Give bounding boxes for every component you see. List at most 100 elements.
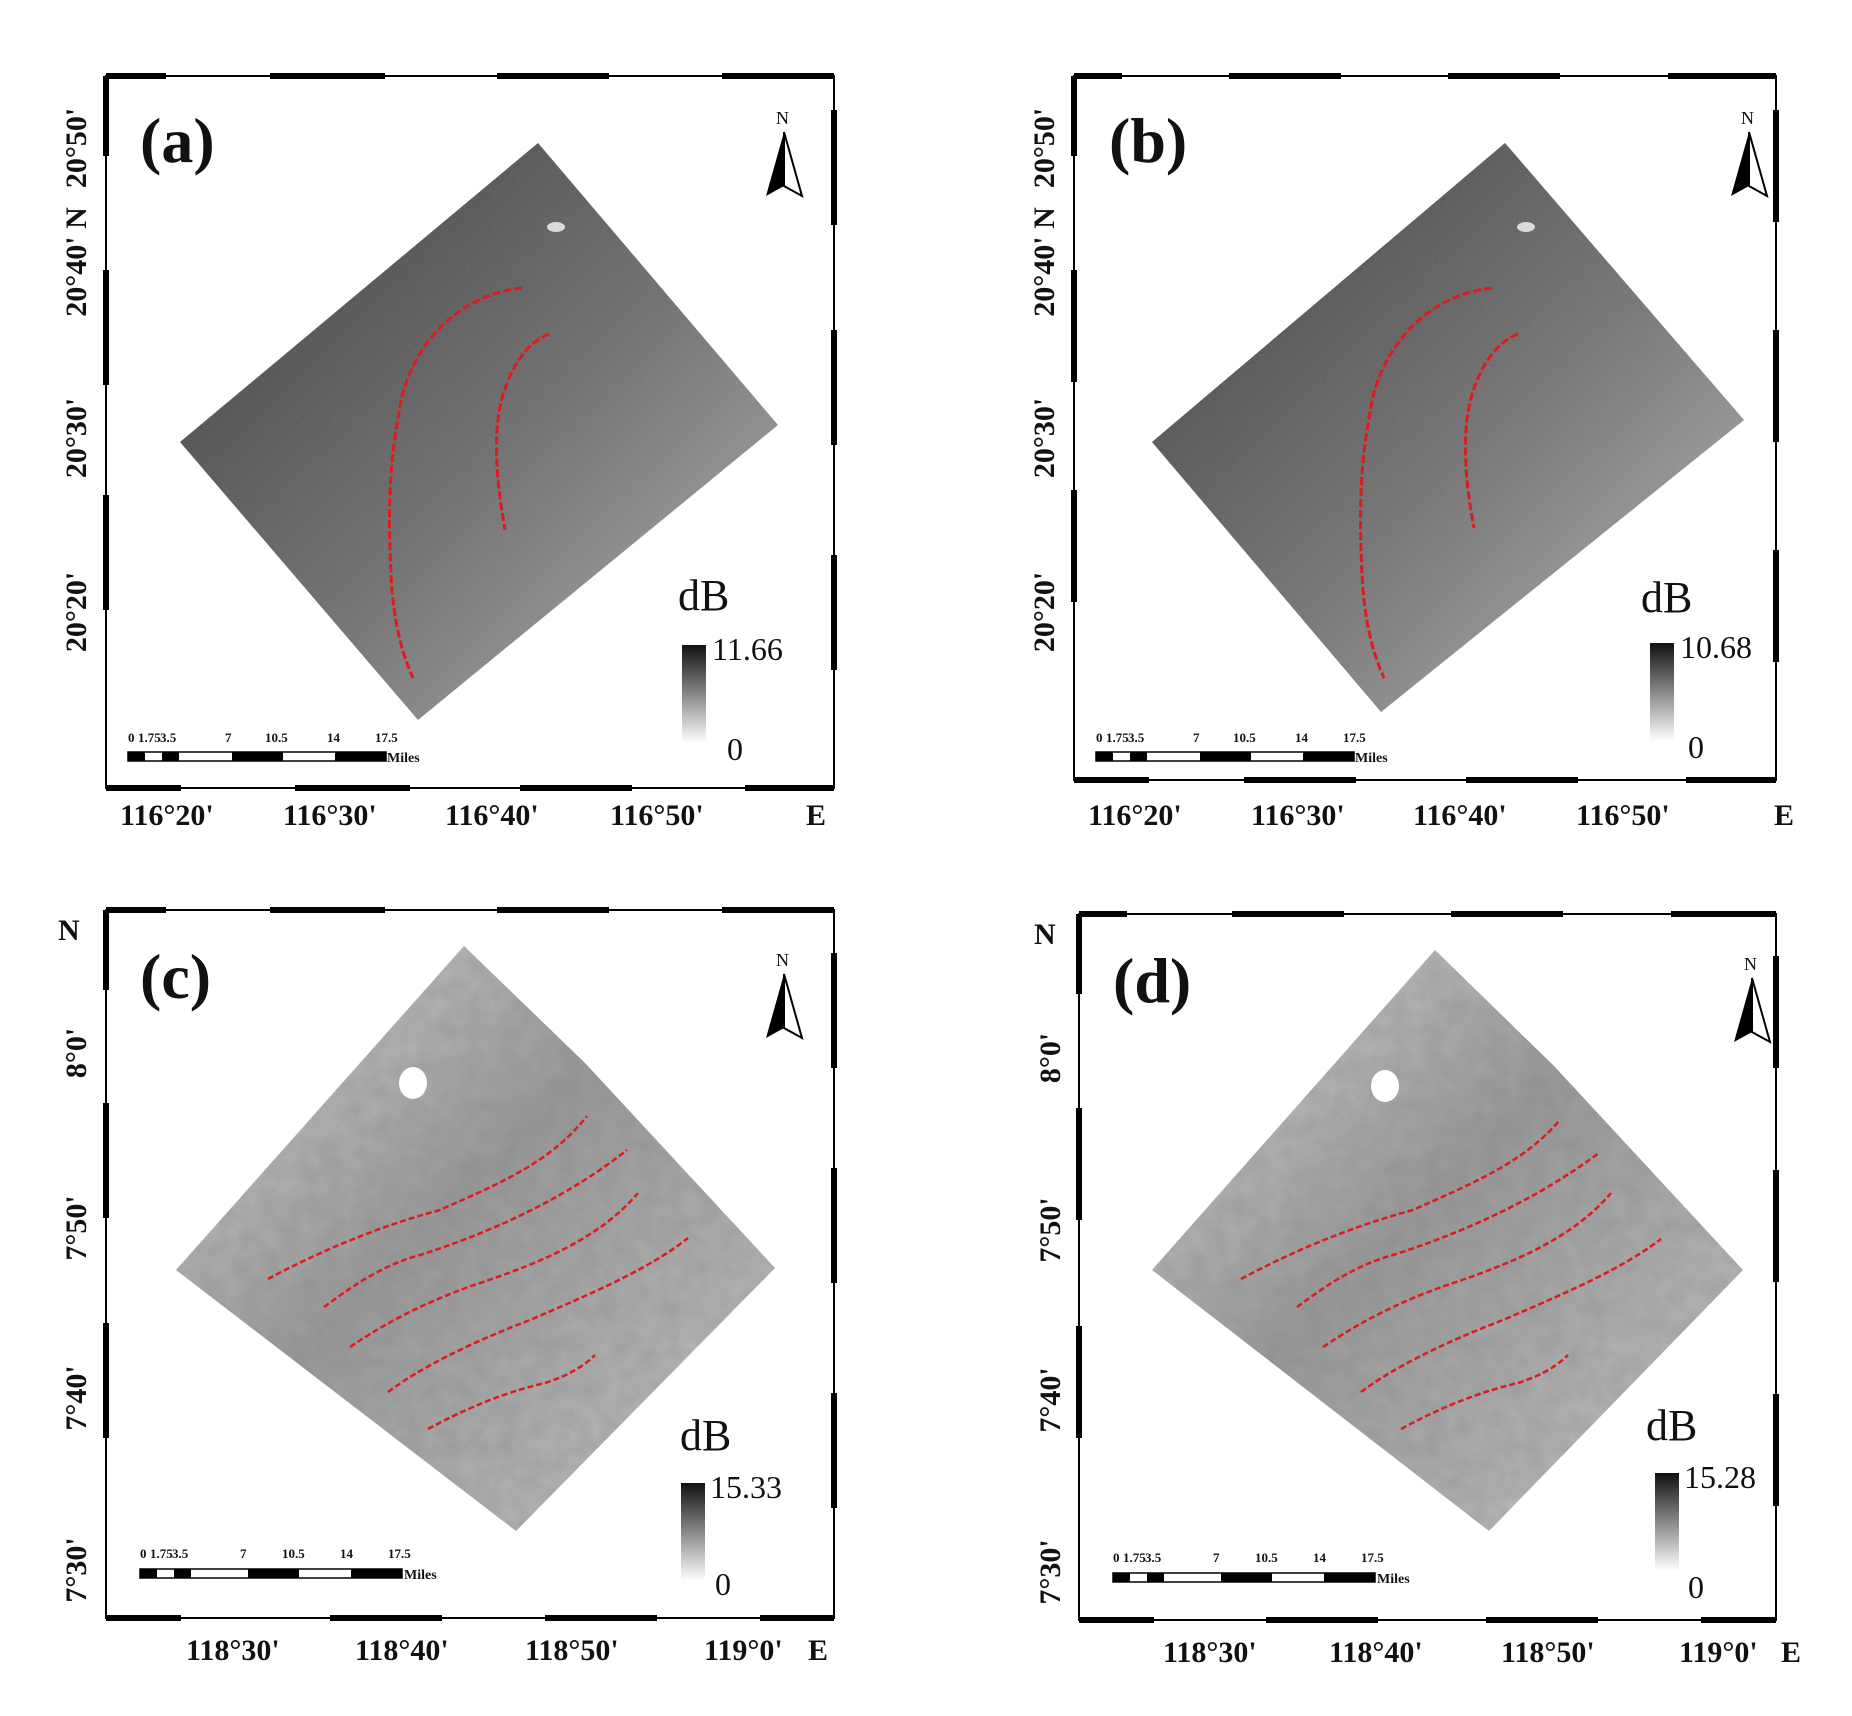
svg-text:14: 14 (1295, 730, 1309, 745)
map-panel-a: (a) N dB 11.66 0 0 1.75 3.5 7 10.5 14 17… (0, 0, 926, 858)
north-arrow-icon: N (766, 108, 804, 199)
svg-text:116°30': 116°30' (1251, 799, 1345, 832)
wave-line (495, 332, 550, 531)
svg-text:20°20': 20°20' (60, 572, 93, 652)
color-legend: dB 15.33 0 (680, 1411, 782, 1602)
legend-min: 0 (1688, 729, 1704, 765)
wave-line (1464, 332, 1519, 529)
svg-text:10.5: 10.5 (1233, 730, 1256, 745)
svg-text:20°20': 20°20' (1028, 572, 1061, 652)
sar-image (180, 143, 778, 720)
wave-line (388, 286, 523, 679)
panel-label: (b) (1109, 105, 1187, 176)
svg-text:E: E (1774, 799, 1794, 832)
svg-text:8°0': 8°0' (60, 1028, 93, 1078)
svg-text:3.5: 3.5 (172, 1546, 189, 1561)
internal-wave-lines (1240, 1119, 1662, 1431)
lat-prefix: N (58, 914, 80, 947)
panel-label: (d) (1113, 945, 1191, 1016)
scale-unit: Miles (1355, 751, 1388, 766)
map-panel-d: (d) N dB 15.28 0 0 1.75 3.5 7 10.5 14 17… (926, 858, 1852, 1716)
svg-text:20°40' N: 20°40' N (60, 207, 93, 317)
scale-unit: Miles (404, 1568, 437, 1583)
north-arrow-icon: N (1734, 954, 1772, 1045)
color-legend: dB 11.66 0 (678, 571, 783, 767)
svg-text:1.75: 1.75 (138, 730, 161, 745)
map-frame (1076, 911, 1779, 1623)
svg-text:17.5: 17.5 (375, 730, 398, 745)
internal-wave-lines (1359, 286, 1519, 679)
map-frame (103, 907, 837, 1621)
panel-label: (c) (140, 941, 211, 1012)
svg-text:116°40': 116°40' (445, 799, 539, 832)
svg-text:0: 0 (1096, 730, 1103, 745)
scale-bar: 0 1.75 3.5 7 10.5 14 17.5 Miles (127, 730, 420, 766)
svg-text:3.5: 3.5 (1145, 1550, 1162, 1565)
wave-line (349, 1192, 639, 1349)
svg-text:119°0': 119°0' (1679, 1636, 1758, 1669)
wave-line (387, 1237, 689, 1394)
panel-label: (a) (140, 105, 215, 176)
svg-text:14: 14 (1313, 1550, 1327, 1565)
latitude-labels: 20°50' 20°40' N 20°30' 20°20' (1028, 108, 1061, 652)
svg-text:20°30': 20°30' (60, 398, 93, 478)
svg-text:1.75: 1.75 (1123, 1550, 1146, 1565)
color-legend: dB 10.68 0 (1641, 573, 1752, 765)
svg-text:7: 7 (240, 1546, 247, 1561)
svg-text:116°20': 116°20' (1088, 799, 1182, 832)
svg-text:1.75: 1.75 (1106, 730, 1129, 745)
scale-bar: 0 1.75 3.5 7 10.5 14 17.5 Miles (139, 1546, 437, 1583)
legend-max: 11.66 (712, 631, 783, 667)
wave-line (427, 1354, 596, 1431)
svg-text:17.5: 17.5 (388, 1546, 411, 1561)
svg-text:1.75: 1.75 (150, 1546, 173, 1561)
svg-text:8°0': 8°0' (1034, 1033, 1067, 1083)
svg-text:7: 7 (1193, 730, 1200, 745)
internal-wave-lines (388, 286, 550, 679)
svg-text:7°30': 7°30' (1034, 1539, 1067, 1604)
svg-text:20°40' N: 20°40' N (1028, 207, 1061, 317)
svg-text:118°50': 118°50' (525, 1634, 619, 1667)
legend-min: 0 (727, 731, 743, 767)
legend-min: 0 (1688, 1569, 1704, 1605)
svg-text:0: 0 (1113, 1550, 1120, 1565)
svg-text:7: 7 (1213, 1550, 1220, 1565)
longitude-labels: 118°30' 118°40' 118°50' 119°0' E (1163, 1636, 1801, 1669)
svg-text:10.5: 10.5 (1255, 1550, 1278, 1565)
sar-image (1152, 950, 1743, 1531)
sar-image (176, 946, 775, 1531)
svg-text:20°30': 20°30' (1028, 398, 1061, 478)
svg-text:20°50': 20°50' (1028, 108, 1061, 188)
svg-text:119°0': 119°0' (704, 1634, 783, 1667)
svg-text:17.5: 17.5 (1343, 730, 1366, 745)
svg-text:E: E (808, 1634, 828, 1667)
svg-text:E: E (806, 799, 826, 832)
longitude-labels: 116°20' 116°30' 116°40' 116°50' E (1088, 799, 1794, 832)
svg-text:7: 7 (225, 730, 232, 745)
legend-min: 0 (715, 1566, 731, 1602)
svg-text:118°30': 118°30' (186, 1634, 280, 1667)
legend-unit: dB (680, 1411, 731, 1460)
svg-text:N: N (1744, 954, 1757, 974)
scale-bar: 0 1.75 3.5 7 10.5 14 17.5 Miles (1112, 1550, 1410, 1587)
svg-text:7°50': 7°50' (60, 1195, 93, 1260)
map-panel-c: (c) N dB 15.33 0 0 1.75 3.5 7 10.5 14 17… (0, 858, 926, 1716)
legend-max: 15.28 (1684, 1459, 1756, 1495)
north-arrow-icon: N (1731, 108, 1769, 199)
color-legend: dB 15.28 0 (1646, 1401, 1756, 1605)
sar-image (1152, 143, 1744, 712)
longitude-labels: 118°30' 118°40' 118°50' 119°0' E (186, 1634, 828, 1667)
legend-max: 10.68 (1680, 629, 1752, 665)
north-arrow-icon: N (766, 950, 804, 1041)
wave-line (1296, 1151, 1601, 1309)
wave-line (323, 1149, 628, 1309)
svg-text:7°30': 7°30' (60, 1537, 93, 1602)
wave-line (1360, 1238, 1662, 1394)
legend-unit: dB (1646, 1401, 1697, 1450)
svg-text:116°30': 116°30' (283, 799, 377, 832)
svg-text:118°40': 118°40' (355, 1634, 449, 1667)
scale-unit: Miles (387, 751, 420, 766)
svg-text:N: N (776, 108, 789, 128)
svg-text:118°30': 118°30' (1163, 1636, 1257, 1669)
svg-text:20°50': 20°50' (60, 108, 93, 188)
